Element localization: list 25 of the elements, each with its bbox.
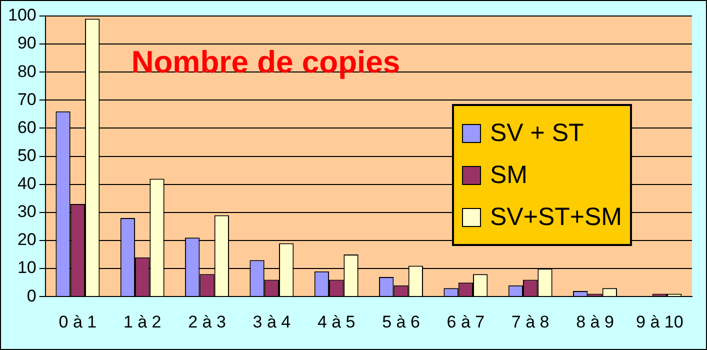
x-tick-label: 9 à 10 <box>636 312 684 332</box>
y-tick-label: 90 <box>17 34 36 53</box>
y-tick-label: 80 <box>17 62 36 81</box>
x-tick-label: 4 à 5 <box>317 312 356 332</box>
x-tick-label: 2 à 3 <box>188 312 226 332</box>
x-tick-label: 5 à 6 <box>382 312 420 332</box>
x-tick-label: 3 à 4 <box>252 312 291 332</box>
y-tick-label: 60 <box>17 118 36 137</box>
y-tick-label: 30 <box>17 202 36 222</box>
legend-label: SM <box>490 160 528 191</box>
x-tick-label: 1 à 2 <box>123 312 162 332</box>
y-tick-label: 0 <box>26 286 36 306</box>
x-tick-label: 0 à 1 <box>58 312 97 332</box>
y-tick-label: 50 <box>17 146 36 165</box>
x-tick-label: 7 à 8 <box>511 312 550 332</box>
y-tick-label: 70 <box>17 90 36 109</box>
y-tick-label: 40 <box>17 174 36 194</box>
y-tick-label: 10 <box>17 258 36 278</box>
x-tick-label: 6 à 7 <box>446 312 485 332</box>
x-tick-label: 8 à 9 <box>576 312 614 332</box>
text: Nombre de copies <box>131 44 400 80</box>
legend-label: SV+ST+SM <box>490 202 622 233</box>
y-tick-label: 20 <box>17 230 36 250</box>
legend-label: SV + ST <box>490 118 584 149</box>
y-tick-label: 100 <box>8 6 36 25</box>
